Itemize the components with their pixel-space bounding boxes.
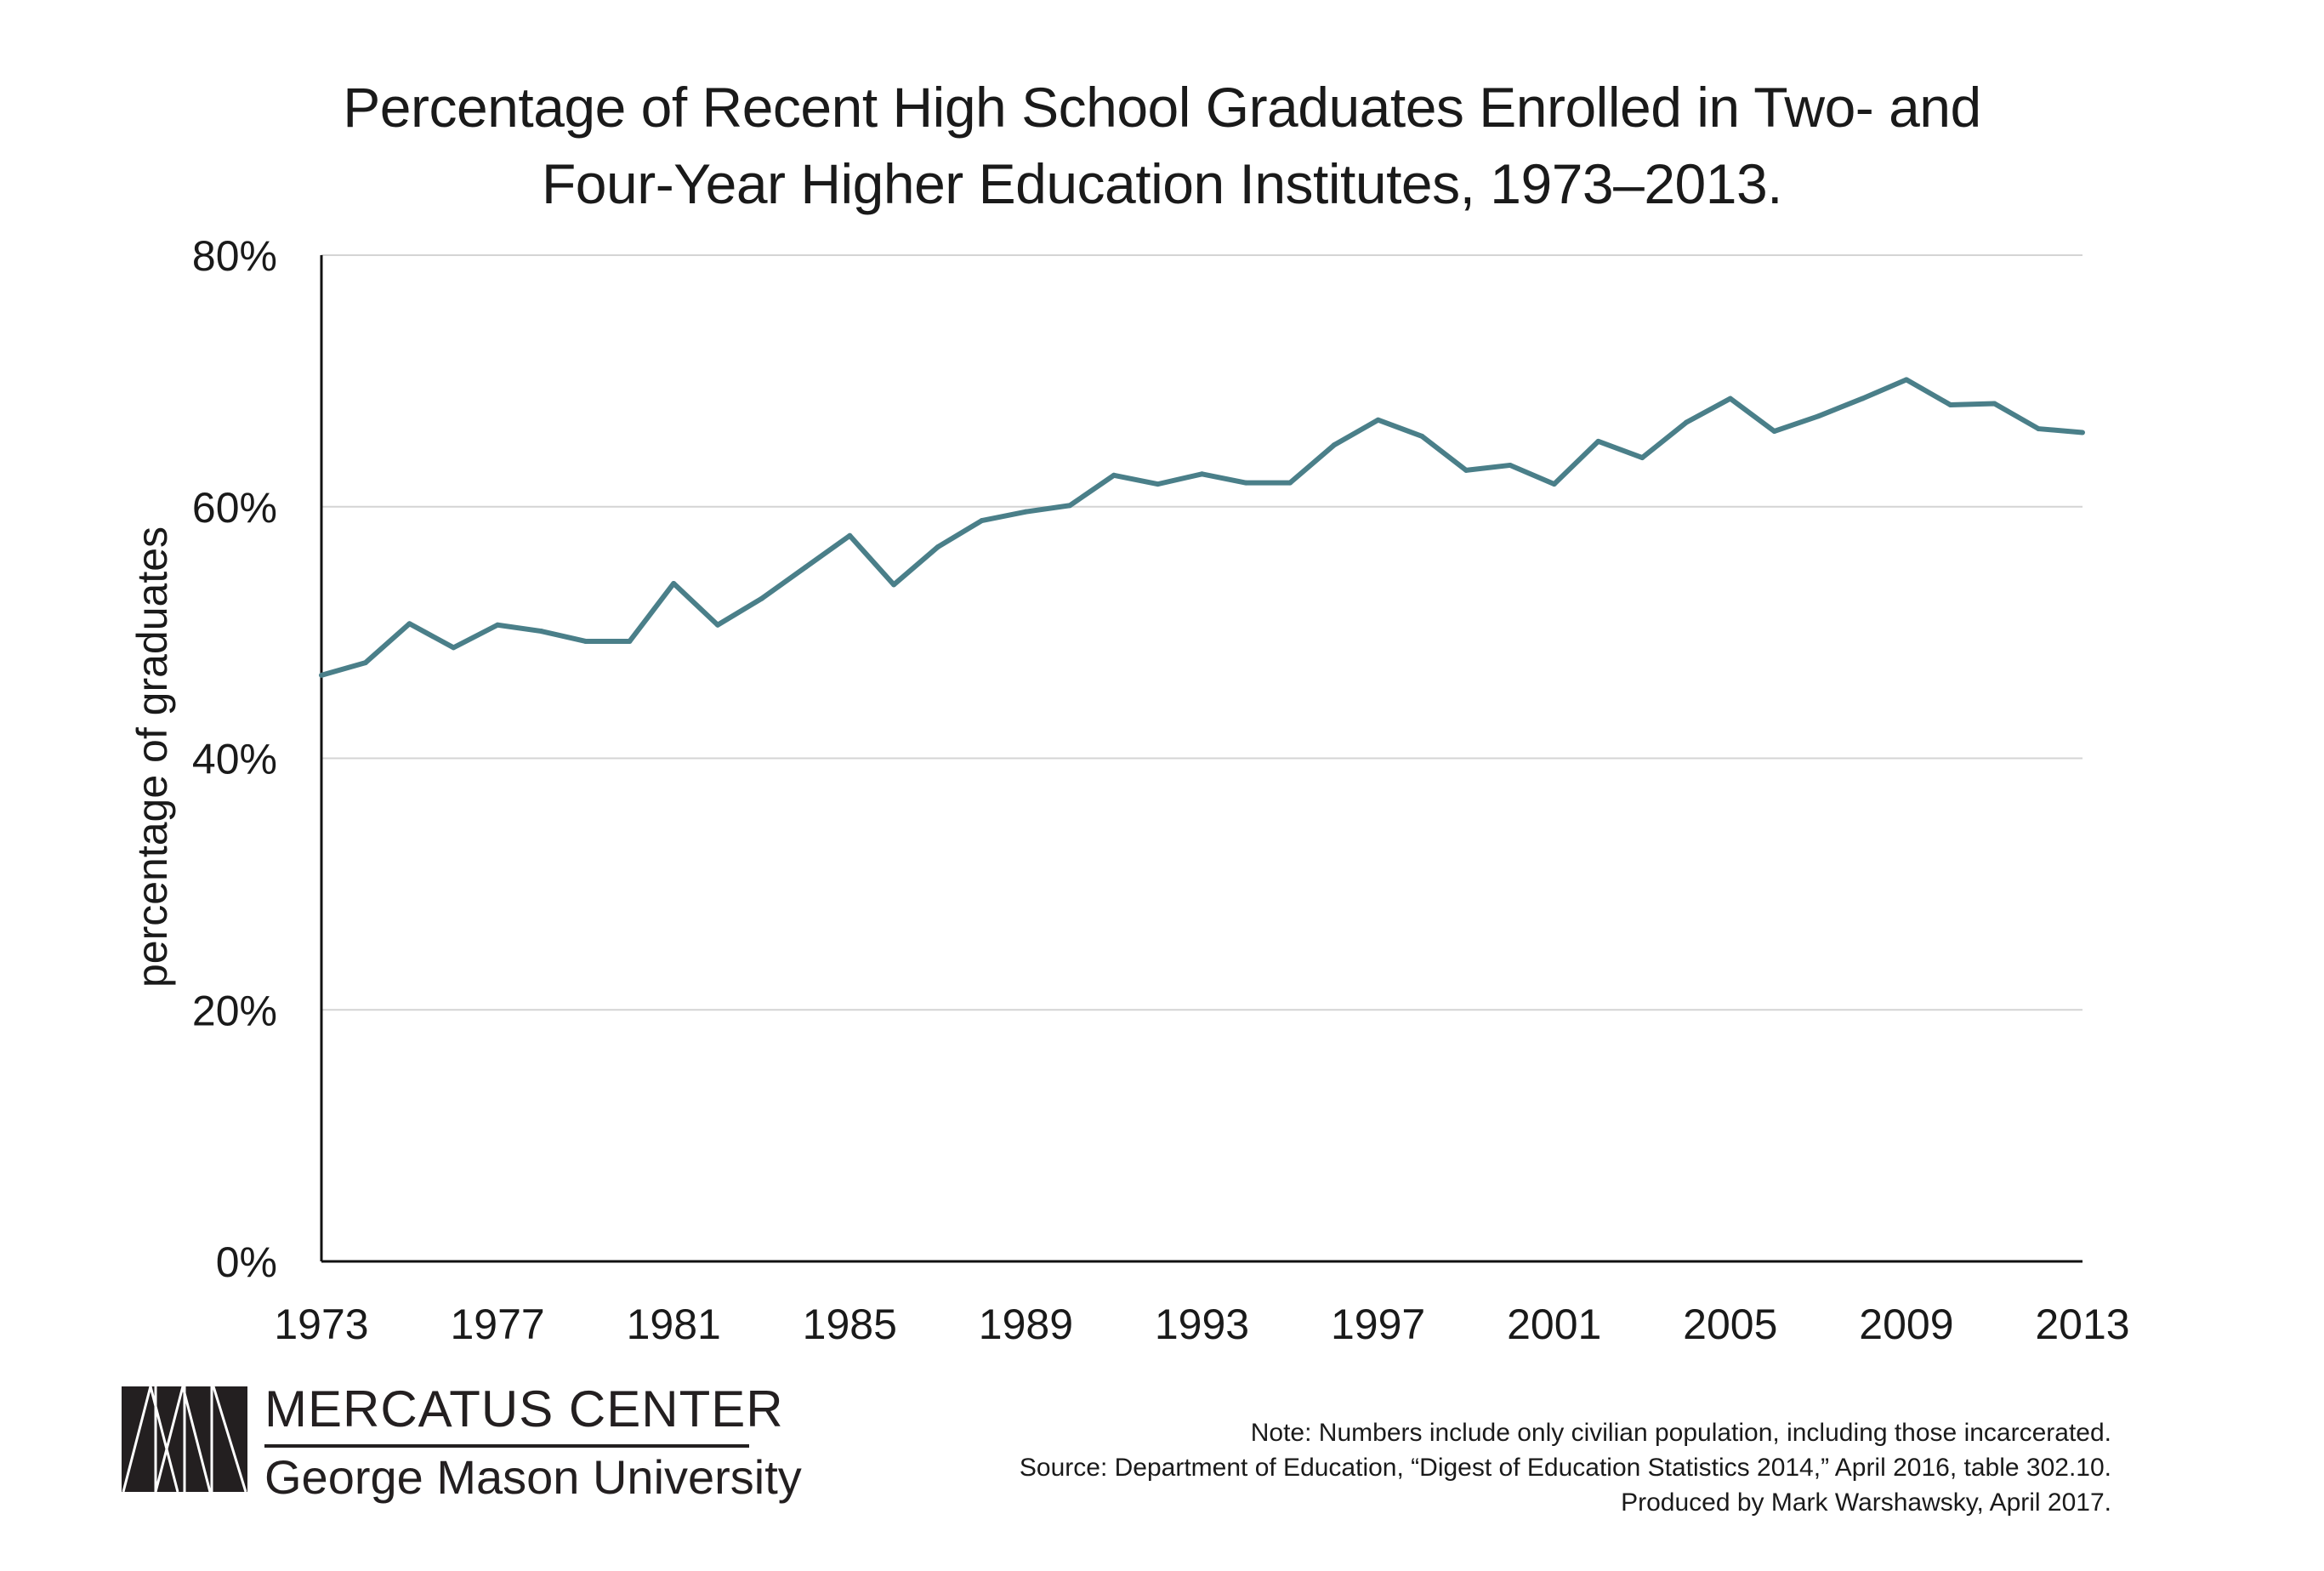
data-point-1986 <box>891 582 897 588</box>
data-point-1991 <box>1111 472 1117 478</box>
data-point-1993 <box>1199 471 1205 477</box>
data-point-1978 <box>538 629 544 635</box>
data-point-1985 <box>847 532 853 538</box>
chart-title-line-1: Percentage of Recent High School Graduat… <box>343 76 1981 139</box>
data-point-2004 <box>1684 419 1690 425</box>
data-point-1984 <box>803 564 809 570</box>
data-point-2000 <box>1507 462 1513 468</box>
data-point-2011 <box>1992 401 1997 407</box>
data-point-1983 <box>759 595 764 601</box>
data-point-2009 <box>1903 377 1909 383</box>
data-point-1998 <box>1419 433 1425 439</box>
data-point-1989 <box>1023 509 1029 515</box>
logo-divider <box>264 1444 749 1448</box>
mercatus-logo-mark-icon <box>122 1386 247 1492</box>
data-point-2003 <box>1639 455 1645 461</box>
data-point-1992 <box>1155 481 1161 487</box>
data-point-2007 <box>1815 413 1821 419</box>
y-axis-label: percentage of graduates <box>128 527 176 988</box>
x-tick-label: 1973 <box>274 1301 368 1348</box>
y-tick-label: 0% <box>216 1238 277 1286</box>
data-point-2006 <box>1771 429 1777 435</box>
footnote-source: Source: Department of Education, “Digest… <box>1019 1454 2111 1482</box>
data-point-2005 <box>1727 396 1733 401</box>
y-tick-label: 20% <box>192 987 277 1034</box>
data-point-2010 <box>1947 401 1953 407</box>
data-point-2012 <box>2036 426 2042 432</box>
y-tick-label: 40% <box>192 736 277 783</box>
data-point-1982 <box>714 622 720 628</box>
x-tick-label: 1993 <box>1155 1301 1249 1348</box>
data-point-1974 <box>362 660 368 666</box>
x-tick-label: 2001 <box>1507 1301 1601 1348</box>
data-point-1988 <box>979 518 985 524</box>
logo-name: MERCATUS CENTER <box>264 1380 784 1437</box>
x-tick-label: 1997 <box>1331 1301 1425 1348</box>
data-point-1979 <box>582 638 588 644</box>
data-point-2013 <box>2080 430 2085 435</box>
y-tick-label: 80% <box>192 232 277 280</box>
data-point-2001 <box>1551 481 1557 487</box>
data-point-1994 <box>1243 480 1249 486</box>
y-tick-label: 60% <box>192 484 277 532</box>
x-tick-label: 2005 <box>1683 1301 1777 1348</box>
x-tick-label: 1977 <box>450 1301 544 1348</box>
x-tick-labels: 1973 1977 1981 1985 1989 1993 1997 2001 2005 2009… <box>274 1301 2129 1348</box>
logo-university: George Mason University <box>264 1450 802 1504</box>
x-tick-label: 1989 <box>979 1301 1073 1348</box>
data-point-1996 <box>1331 442 1337 448</box>
footnote-produced: Produced by Mark Warshawsky, April 2017. <box>1621 1488 2111 1517</box>
data-point-2002 <box>1595 438 1601 444</box>
data-point-1987 <box>935 544 940 550</box>
data-point-1980 <box>627 638 633 644</box>
data-point-1976 <box>451 645 457 651</box>
x-tick-label: 2013 <box>2035 1301 2129 1348</box>
x-tick-label: 2009 <box>1859 1301 1953 1348</box>
data-point-1981 <box>671 580 677 586</box>
data-point-1973 <box>319 672 324 678</box>
footnote-note: Note: Numbers include only civilian popu… <box>1250 1419 2111 1447</box>
mercatus-logo: MERCATUS CENTER George Mason University <box>122 1380 802 1504</box>
gridlines <box>321 254 2083 1011</box>
x-tick-label: 1985 <box>803 1301 897 1348</box>
data-point-2008 <box>1860 396 1866 401</box>
series-line-enrollment <box>321 377 2083 678</box>
chart-title-line-2: Four-Year Higher Education Institutes, 1… <box>541 152 1783 215</box>
x-tick-label: 1981 <box>627 1301 721 1348</box>
data-point-1990 <box>1067 503 1073 509</box>
data-point-1995 <box>1287 480 1293 486</box>
data-point-1997 <box>1375 417 1381 423</box>
data-point-1999 <box>1463 467 1469 473</box>
line-chart: 0%20%40%60%80% 1973 1977 1981 1985 1989 1993 1… <box>128 232 2130 1348</box>
data-points <box>319 377 2085 678</box>
data-point-1975 <box>406 621 412 627</box>
y-tick-labels: 0% 20% 40% 60% 80% <box>192 232 277 1286</box>
data-point-1977 <box>495 622 501 628</box>
